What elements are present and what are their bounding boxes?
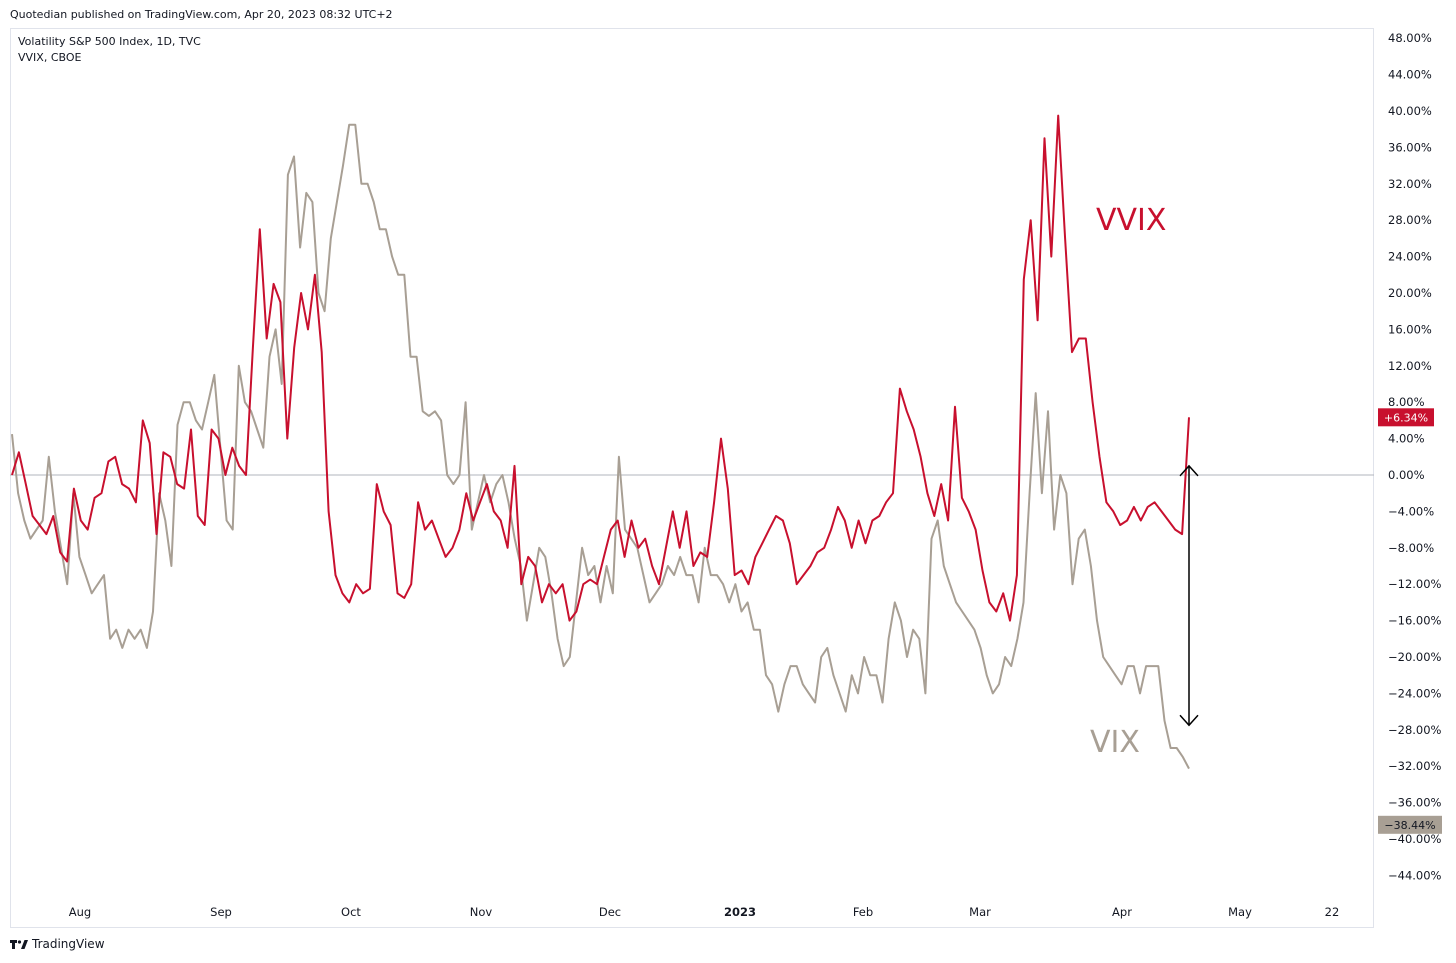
y-tick-label: −28.00% bbox=[1388, 723, 1442, 737]
y-tick-label: 36.00% bbox=[1388, 140, 1432, 154]
y-tick-label: 48.00% bbox=[1388, 31, 1432, 45]
series-line-vvix bbox=[11, 114, 1190, 622]
x-tick-label: 2023 bbox=[724, 905, 756, 919]
x-tick-label: Oct bbox=[341, 905, 361, 919]
y-tick-label: −40.00% bbox=[1388, 832, 1442, 846]
x-tick-label: Feb bbox=[853, 905, 873, 919]
spread-arrow-head-bottom bbox=[1179, 714, 1199, 727]
y-tick-label: 20.00% bbox=[1388, 286, 1432, 300]
y-tick-label: −44.00% bbox=[1388, 868, 1442, 882]
x-tick-label: Sep bbox=[210, 905, 232, 919]
y-tick-label: −32.00% bbox=[1388, 759, 1442, 773]
y-tick-label: 24.00% bbox=[1388, 250, 1432, 264]
y-tick-label: −16.00% bbox=[1388, 614, 1442, 628]
annotation-vix-label: VIX bbox=[1090, 725, 1140, 760]
y-tick-label: 16.00% bbox=[1388, 322, 1432, 336]
y-tick-label: 32.00% bbox=[1388, 177, 1432, 191]
y-tick-label: 12.00% bbox=[1388, 359, 1432, 373]
footer-brand: TradingView bbox=[32, 937, 105, 951]
series-line-vix bbox=[11, 123, 1190, 770]
vvix-last-value-text: +6.34% bbox=[1384, 411, 1428, 424]
chart-frame bbox=[10, 28, 1374, 928]
y-tick-label: 28.00% bbox=[1388, 213, 1432, 227]
publish-info: Quotedian published on TradingView.com, … bbox=[10, 8, 393, 21]
y-tick-label: −20.00% bbox=[1388, 650, 1442, 664]
legend-series-vix: Volatility S&P 500 Index, 1D, TVC bbox=[18, 35, 201, 48]
spread-arrow-head-top bbox=[1179, 464, 1199, 477]
y-tick-label: 8.00% bbox=[1388, 395, 1425, 409]
x-tick-label: Dec bbox=[599, 905, 621, 919]
vix-last-value-badge bbox=[1378, 815, 1442, 834]
y-tick-label: 40.00% bbox=[1388, 104, 1432, 118]
y-tick-label: −8.00% bbox=[1388, 541, 1434, 555]
y-tick-label: 44.00% bbox=[1388, 68, 1432, 82]
y-tick-label: −4.00% bbox=[1388, 504, 1434, 518]
footer: TradingView bbox=[10, 937, 105, 951]
x-tick-label: May bbox=[1228, 905, 1252, 919]
y-tick-label: 0.00% bbox=[1388, 468, 1425, 482]
x-tick-label: Apr bbox=[1112, 905, 1132, 919]
x-tick-label: Aug bbox=[69, 905, 91, 919]
annotation-vvix-label: VVIX bbox=[1096, 203, 1166, 238]
y-tick-label: −24.00% bbox=[1388, 686, 1442, 700]
vvix-last-value-badge bbox=[1378, 408, 1434, 427]
x-tick-label: Nov bbox=[470, 905, 493, 919]
tradingview-logo-icon bbox=[10, 940, 28, 949]
y-tick-label: −36.00% bbox=[1388, 796, 1442, 810]
y-tick-label: 4.00% bbox=[1388, 432, 1425, 446]
x-tick-label: 22 bbox=[1325, 905, 1340, 919]
vix-last-value-text: −38.44% bbox=[1384, 819, 1435, 832]
legend-series-vvix: VVIX, CBOE bbox=[18, 51, 82, 64]
chart-legend: Volatility S&P 500 Index, 1D, TVC VVIX, … bbox=[18, 34, 201, 66]
y-tick-label: −12.00% bbox=[1388, 577, 1442, 591]
x-tick-label: Mar bbox=[969, 905, 991, 919]
